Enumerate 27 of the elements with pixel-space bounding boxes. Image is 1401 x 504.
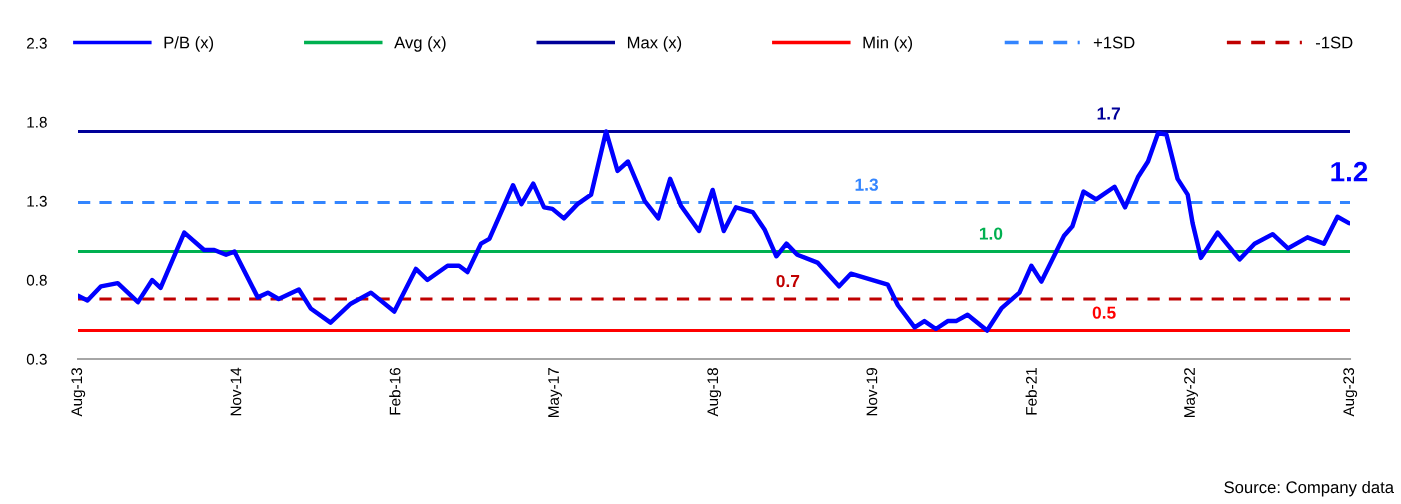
legend-label: P/B (x) xyxy=(164,36,214,52)
x-tick-label: Feb-16 xyxy=(389,368,401,415)
x-tick-label: Nov-19 xyxy=(866,368,878,416)
legend-label: -1SD xyxy=(1315,36,1353,49)
x-tick-label: Feb-21 xyxy=(1025,368,1037,415)
legend-label: Max (x) xyxy=(627,36,682,52)
y-tick-label: 2.3 xyxy=(27,37,47,49)
data-label: 0.5 xyxy=(1092,306,1116,319)
data-label: 1.2 xyxy=(1331,161,1368,182)
x-tick-label: Aug-23 xyxy=(1343,368,1358,417)
data-label: 1.0 xyxy=(979,227,1003,240)
data-label: 0.7 xyxy=(776,274,800,288)
y-tick-label: 1.8 xyxy=(27,116,47,128)
x-tick-label: May-22 xyxy=(1184,368,1198,418)
x-tick-label: May-17 xyxy=(548,368,562,418)
y-tick-label: 0.8 xyxy=(26,274,47,286)
y-tick-label: 0.3 xyxy=(26,353,47,365)
x-tick-label: Aug-18 xyxy=(707,367,722,417)
x-tick-label: Nov-14 xyxy=(230,367,242,416)
legend-label: Avg (x) xyxy=(394,36,446,52)
y-tick-label: 1.3 xyxy=(27,195,47,207)
legend-label: Min (x) xyxy=(863,36,913,52)
x-tick-label: Aug-13 xyxy=(71,368,86,417)
source-note: Source: Company data xyxy=(1224,480,1395,497)
data-label: 1.3 xyxy=(855,178,879,191)
legend-label: +1SD xyxy=(1093,36,1135,49)
data-label: 1.7 xyxy=(1097,107,1120,120)
